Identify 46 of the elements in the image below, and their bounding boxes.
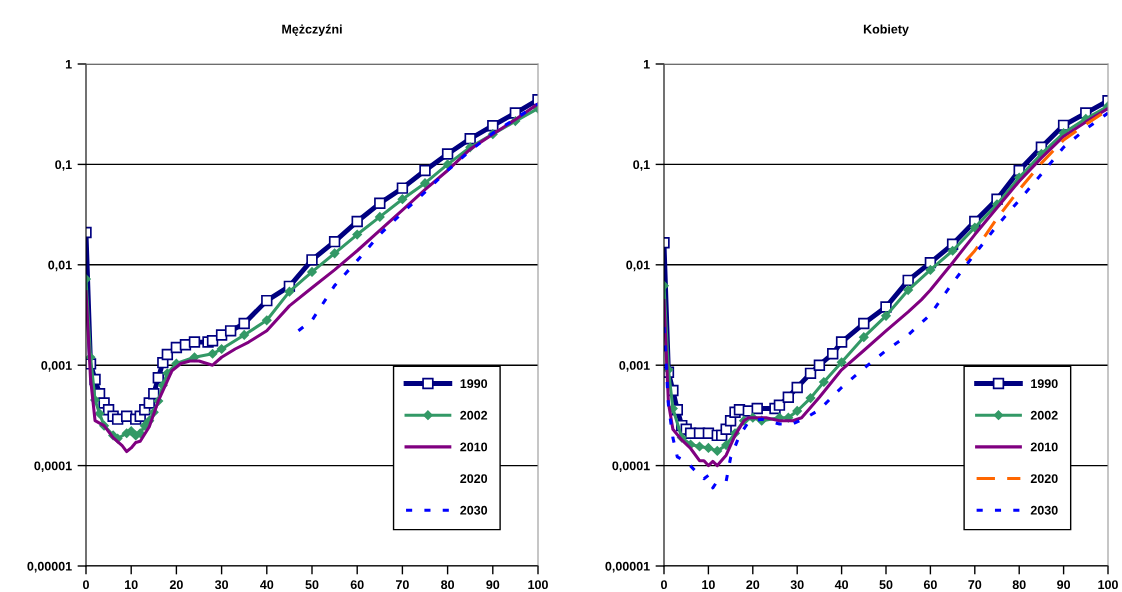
y-tick-label: 1	[65, 59, 72, 69]
x-tick-label: 80	[441, 580, 455, 590]
x-tick-label: 90	[486, 580, 500, 590]
x-tick-label: 70	[968, 580, 982, 590]
legend-label: 2020	[1030, 474, 1058, 484]
x-tick-label: 100	[1098, 580, 1118, 590]
y-tick-label: 0,01	[48, 260, 72, 272]
y-tick-label: 0,00001	[27, 561, 72, 573]
legend-label: 2030	[460, 505, 488, 515]
legend-label: 2002	[1030, 410, 1058, 420]
x-tick-label: 30	[790, 580, 804, 590]
y-tick-label: 0,1	[633, 160, 650, 171]
annotation: 2020	[460, 474, 488, 484]
y-tick-label: 0,001	[41, 361, 72, 372]
x-tick-label: 10	[702, 580, 715, 590]
y-tick-label: 0,0001	[612, 461, 650, 473]
x-tick-label: 90	[1057, 580, 1071, 590]
y-tick-label: 0,0001	[34, 461, 72, 473]
legend-label: 1990	[460, 379, 488, 389]
x-tick-label: 0	[83, 580, 89, 590]
x-tick-label: 50	[879, 580, 893, 590]
x-tick-label: 20	[746, 580, 760, 590]
y-tick-label: 0,1	[55, 160, 72, 171]
chart-title: Kobiety	[863, 24, 909, 37]
chart-title: Mężczyźni	[282, 24, 342, 37]
y-tick-label: 0,01	[626, 260, 650, 272]
x-tick-label: 100	[528, 580, 548, 590]
legend-label: 2010	[1030, 442, 1058, 452]
legend-label: 2010	[460, 442, 488, 452]
x-tick-label: 40	[260, 580, 274, 590]
x-tick-label: 20	[169, 580, 183, 590]
x-tick-label: 30	[214, 580, 229, 590]
x-tick-label: 70	[395, 580, 409, 590]
legend-label: 2030	[1030, 505, 1058, 515]
x-tick-label: 40	[834, 580, 849, 590]
legend-label: 2002	[460, 410, 488, 420]
x-tick-label: 60	[923, 580, 937, 590]
x-tick-label: 50	[305, 580, 319, 590]
x-tick-label: 80	[1012, 580, 1026, 590]
x-tick-label: 60	[350, 580, 364, 590]
x-tick-label: 10	[125, 580, 138, 590]
x-tick-label: 0	[661, 580, 667, 590]
y-tick-label: 0,001	[619, 361, 650, 372]
y-tick-label: 0,00001	[605, 561, 650, 573]
legend-label: 1990	[1031, 379, 1058, 389]
y-tick-label: 1	[643, 59, 650, 69]
